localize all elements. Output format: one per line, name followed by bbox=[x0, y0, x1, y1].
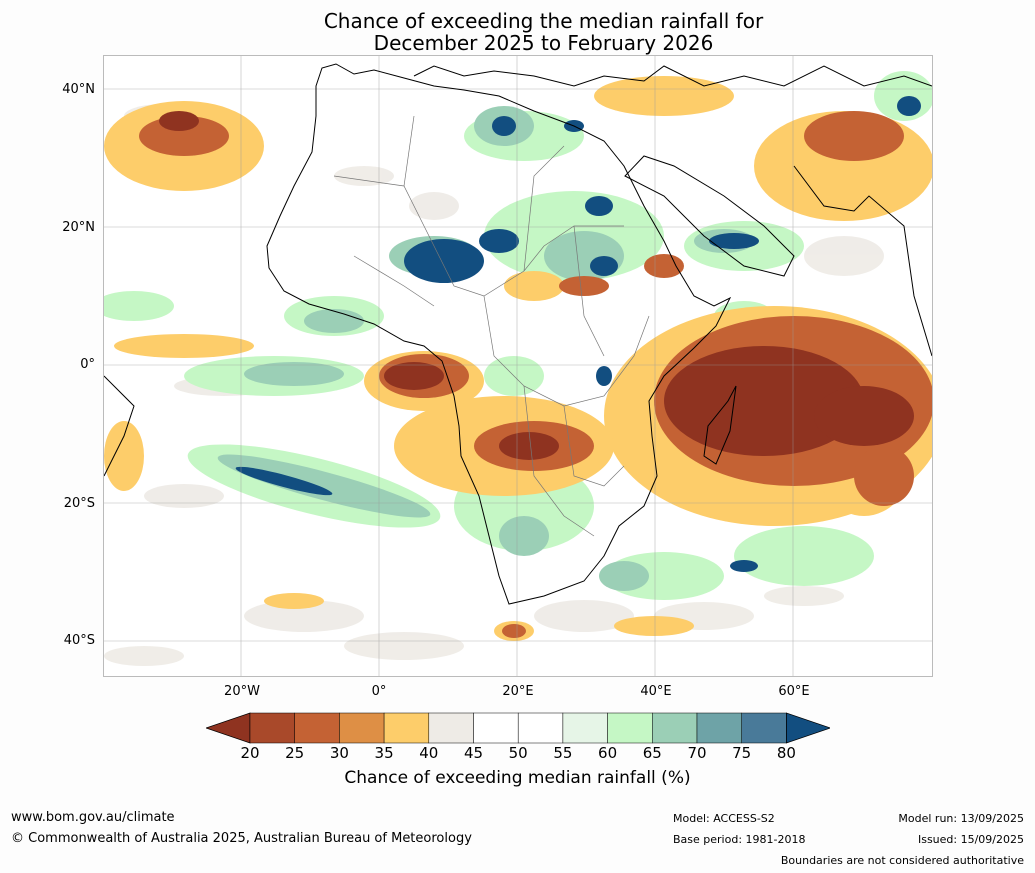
colorbar-tick-label: 50 bbox=[508, 744, 528, 762]
graticule bbox=[104, 56, 932, 676]
india-coast bbox=[793, 165, 932, 357]
colorbar-tick-label: 65 bbox=[642, 744, 662, 762]
arabia-coast bbox=[624, 155, 795, 277]
colorbar-bin bbox=[249, 712, 295, 744]
colorbar-extend-low bbox=[206, 712, 251, 744]
colorbar-tick-label: 25 bbox=[285, 744, 305, 762]
colorbar-bin bbox=[517, 712, 564, 744]
title-line-2: December 2025 to February 2026 bbox=[373, 31, 714, 55]
colorbar-bin bbox=[428, 712, 474, 744]
lon-label-40e: 40°E bbox=[640, 684, 672, 699]
lat-label-40s: 40°S bbox=[63, 633, 95, 648]
colorbar-tick-label: 30 bbox=[329, 744, 349, 762]
colorbar-bin bbox=[473, 712, 519, 744]
footer-website[interactable]: www.bom.gov.au/climate bbox=[11, 810, 175, 825]
footer-issued: Issued: 15/09/2025 bbox=[917, 833, 1024, 846]
colorbar-extend-high bbox=[786, 712, 830, 744]
colorbar-tick-label: 35 bbox=[374, 744, 394, 762]
madagascar-coast bbox=[703, 385, 737, 465]
footer-copyright: © Commonwealth of Australia 2025, Austra… bbox=[11, 831, 472, 846]
colorbar-bin bbox=[383, 712, 430, 744]
wetter-regions-dark bbox=[235, 96, 932, 572]
colorbar-bin bbox=[741, 712, 787, 744]
lat-label-equator: 0° bbox=[80, 357, 95, 372]
colorbar-tick-label: 45 bbox=[463, 744, 484, 762]
colorbar-tick-label: 60 bbox=[598, 744, 618, 762]
colorbar-tick-label: 80 bbox=[776, 744, 796, 762]
lon-label-0: 0° bbox=[371, 684, 387, 699]
colorbar-bin bbox=[696, 712, 742, 744]
colorbar-tick-label: 70 bbox=[687, 744, 707, 762]
title-line-1: Chance of exceeding the median rainfall … bbox=[323, 9, 764, 33]
colorbar-bin bbox=[294, 712, 340, 744]
colorbar-bin bbox=[339, 712, 385, 744]
colorbar-tick-label: 75 bbox=[732, 744, 752, 762]
lat-label-20n: 20°N bbox=[62, 220, 95, 235]
colorbar-bin bbox=[652, 712, 698, 744]
map-canvas bbox=[104, 56, 932, 676]
footer-base-period: Base period: 1981-2018 bbox=[673, 833, 806, 846]
footer-model-run: Model run: 13/09/2025 bbox=[898, 812, 1024, 825]
lon-label-20w: 20°W bbox=[224, 684, 260, 699]
footer-model: Model: ACCESS-S2 bbox=[673, 812, 775, 825]
drier-regions-dark bbox=[159, 111, 914, 460]
map-title: Chance of exceeding the median rainfall … bbox=[0, 10, 1035, 54]
colorbar-bin bbox=[562, 712, 608, 744]
lon-label-20e: 20°E bbox=[502, 684, 534, 699]
lat-label-40n: 40°N bbox=[62, 82, 95, 97]
lon-label-60e: 60°E bbox=[778, 684, 810, 699]
south-america-coast bbox=[104, 375, 135, 477]
lat-label-20s: 20°S bbox=[63, 496, 95, 511]
footer-disclaimer: Boundaries are not considered authoritat… bbox=[780, 854, 1024, 867]
country-borders bbox=[333, 115, 650, 537]
colorbar-tick-label: 20 bbox=[240, 744, 260, 762]
colorbar-tick-label: 40 bbox=[419, 744, 439, 762]
rainfall-outlook-map bbox=[103, 55, 933, 677]
colorbar-tick-label: 55 bbox=[553, 744, 573, 762]
europe-coast bbox=[413, 65, 932, 87]
colorbar-ticks: 20 25 30 35 40 45 50 55 60 65 70 75 80 bbox=[0, 744, 1035, 764]
colorbar bbox=[206, 712, 830, 744]
colorbar-bin bbox=[607, 712, 653, 744]
coastlines bbox=[104, 63, 932, 605]
colorbar-label: Chance of exceeding median rainfall (%) bbox=[344, 768, 691, 788]
